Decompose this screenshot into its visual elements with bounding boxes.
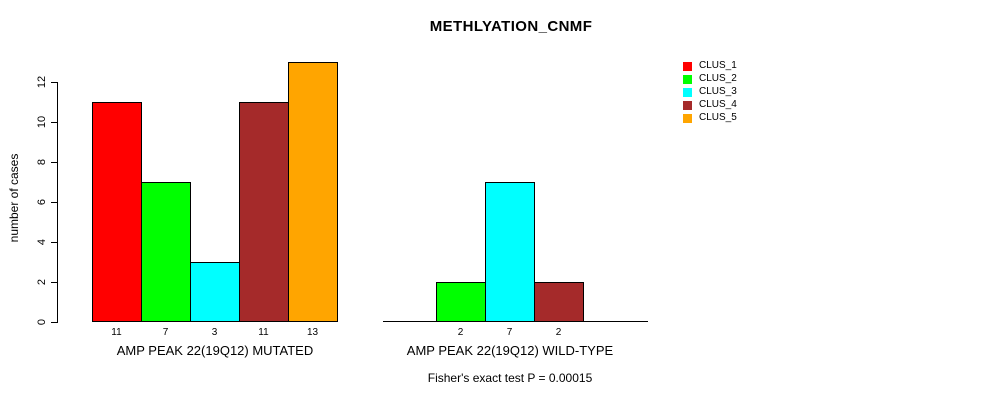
y-axis-tick-label: 2	[36, 278, 48, 286]
y-axis-tick	[51, 122, 57, 123]
legend-swatch-icon	[683, 74, 692, 84]
y-axis-line	[57, 82, 58, 323]
y-axis-tick	[51, 202, 57, 203]
y-axis-tick-label: 10	[36, 115, 48, 129]
legend-swatch-icon	[683, 87, 692, 97]
bar-clus_3	[485, 182, 535, 322]
legend-swatch-icon	[683, 113, 692, 123]
y-axis-tick	[51, 242, 57, 243]
y-axis-tick	[51, 282, 57, 283]
y-axis-tick	[51, 162, 57, 163]
y-axis-tick	[51, 82, 57, 83]
y-axis-tick-label: 6	[36, 198, 48, 206]
legend-swatch-icon	[683, 61, 692, 71]
y-axis-tick-label: 0	[36, 318, 48, 326]
bar-clus_5	[288, 62, 338, 322]
legend-label: CLUS_3	[699, 86, 737, 97]
legend-item-clus_5: CLUS_5	[683, 113, 737, 123]
bar-value-label: 7	[162, 327, 169, 338]
x-axis-baseline	[383, 321, 648, 322]
bar-value-label: 7	[506, 327, 513, 338]
group-axis-label: AMP PEAK 22(19Q12) MUTATED	[116, 343, 314, 358]
legend-item-clus_4: CLUS_4	[683, 100, 737, 110]
bar-clus_4	[534, 282, 584, 322]
bar-value-label: 3	[211, 327, 218, 338]
y-axis-title: number of cases	[7, 153, 21, 243]
legend-item-clus_2: CLUS_2	[683, 74, 737, 84]
y-axis-tick-label: 12	[36, 75, 48, 89]
bar-value-label: 2	[555, 327, 562, 338]
bar-value-label: 2	[457, 327, 464, 338]
legend-swatch-icon	[683, 100, 692, 110]
bar-clus_4	[239, 102, 289, 322]
fisher-test-annotation: Fisher's exact test P = 0.00015	[427, 371, 593, 385]
legend: CLUS_1 CLUS_2 CLUS_3 CLUS_4 CLUS_5	[683, 61, 737, 126]
y-axis-tick-label: 8	[36, 158, 48, 166]
bar-value-label: 13	[306, 327, 319, 338]
bar-clus_2	[436, 282, 486, 322]
bar-clus_2	[141, 182, 191, 322]
legend-label: CLUS_5	[699, 112, 737, 123]
y-axis-tick-label: 4	[36, 238, 48, 246]
legend-label: CLUS_1	[699, 60, 737, 71]
bar-clus_3	[190, 262, 240, 322]
bar-value-label: 11	[258, 327, 269, 338]
legend-item-clus_3: CLUS_3	[683, 87, 737, 97]
bar-clus_1	[92, 102, 142, 322]
chart-title: METHLYATION_CNMF	[429, 18, 593, 35]
y-axis-tick	[51, 322, 57, 323]
group-axis-label: AMP PEAK 22(19Q12) WILD-TYPE	[406, 343, 614, 358]
legend-label: CLUS_2	[699, 73, 737, 84]
bar-value-label: 11	[111, 327, 122, 338]
legend-label: CLUS_4	[699, 99, 737, 110]
legend-item-clus_1: CLUS_1	[683, 61, 737, 71]
